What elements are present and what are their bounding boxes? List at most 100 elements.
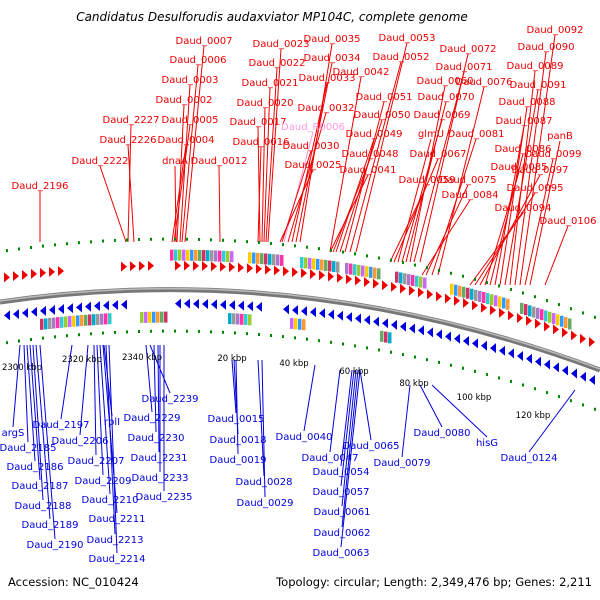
- forward-gene-block: [300, 257, 304, 268]
- inner-tick: [162, 329, 164, 333]
- outer-tick: [450, 271, 452, 275]
- inner-tick: [66, 334, 68, 338]
- inner-tick: [222, 330, 224, 334]
- reverse-gene-block: [236, 313, 240, 325]
- tick-label-120-kbp: 120 kbp: [516, 411, 551, 421]
- inner-tick: [402, 353, 404, 357]
- forward-gene-block: [482, 291, 486, 303]
- forward-gene-arrow: [427, 289, 433, 300]
- forward-leader-daud-2226: [127, 144, 135, 243]
- forward-leader-daud-0067: [393, 158, 439, 263]
- forward-gene-block: [395, 271, 399, 283]
- forward-label-daud-0025: Daud_0025: [285, 160, 342, 171]
- reverse-gene-block: [140, 311, 144, 323]
- forward-label-daud-0007: Daud_0007: [176, 36, 233, 47]
- forward-gene-block: [470, 288, 474, 300]
- forward-gene-arrow: [175, 260, 181, 271]
- reverse-gene-arrow: [472, 338, 478, 349]
- forward-label-daud-0034: Daud_0034: [304, 53, 361, 64]
- tick-label-40-kbp: 40 kbp: [279, 359, 308, 369]
- forward-label-daud-0048: Daud_0048: [342, 149, 399, 160]
- reverse-label-daud-2231: Daud_2231: [131, 453, 188, 464]
- forward-gene-block: [528, 305, 532, 317]
- reverse-gene-block: [244, 314, 248, 326]
- forward-label-glmu: glmU: [418, 129, 444, 140]
- forward-gene-block: [324, 259, 328, 271]
- forward-gene-arrow: [31, 268, 37, 279]
- reverse-gene-block: [144, 311, 148, 323]
- gene-tracks: [4, 249, 595, 385]
- forward-gene-block: [182, 249, 186, 261]
- reverse-gene-arrow: [40, 305, 46, 316]
- reverse-leader-daud-0040: [303, 364, 316, 432]
- forward-label-daud-0089: Daud_0089: [507, 61, 564, 72]
- forward-gene-block: [198, 249, 202, 261]
- reverse-gene-arrow: [4, 310, 10, 321]
- forward-label-dnaa: dnaA: [162, 156, 188, 167]
- outer-tick: [426, 266, 428, 270]
- forward-gene-block: [548, 311, 552, 323]
- forward-gene-arrow: [346, 274, 352, 285]
- reverse-gene-arrow: [211, 299, 217, 310]
- reverse-gene-arrow: [526, 353, 532, 364]
- forward-gene-arrow: [445, 293, 451, 304]
- reverse-label-daud-0028: Daud_0028: [236, 477, 293, 488]
- reverse-label-daud-0065: Daud_0065: [343, 441, 400, 452]
- forward-gene-block: [328, 260, 332, 272]
- forward-label-daud-0020: Daud_0020: [237, 98, 294, 109]
- inner-tick: [42, 336, 44, 340]
- inner-tick: [414, 355, 416, 359]
- reverse-gene-arrow: [481, 340, 487, 351]
- forward-label-daud-0097: Daud_0097: [512, 165, 569, 176]
- forward-gene-block: [226, 250, 230, 262]
- reverse-label-lines: [12, 344, 576, 554]
- reverse-label-daud-2185: Daud_2185: [0, 443, 56, 454]
- outer-tick: [126, 238, 128, 242]
- reverse-gene-block: [302, 319, 306, 331]
- forward-gene-arrow: [454, 295, 460, 306]
- inner-tick: [138, 330, 140, 334]
- reverse-label-daud-2229: Daud_2229: [124, 413, 181, 424]
- forward-label-daud-0084: Daud_0084: [442, 190, 499, 201]
- forward-label-daud-0049: Daud_0049: [346, 129, 403, 140]
- forward-gene-arrow: [391, 281, 397, 292]
- reverse-leader-hisg: [431, 384, 488, 438]
- forward-gene-block: [540, 309, 544, 321]
- inner-tick: [354, 344, 356, 348]
- outer-tick: [402, 261, 404, 265]
- forward-gene-block: [252, 252, 256, 264]
- forward-label-daud-0052: Daud_0052: [373, 52, 430, 63]
- reverse-leader-daud-2206: [79, 344, 89, 436]
- forward-gene-arrow: [472, 300, 478, 311]
- inner-tick: [210, 330, 212, 334]
- inner-tick: [30, 337, 32, 341]
- inner-tick: [258, 333, 260, 337]
- forward-label-daud-0075: Daud_0075: [440, 175, 497, 186]
- forward-gene-block: [369, 266, 373, 278]
- forward-label-daud-0042: Daud_0042: [333, 67, 390, 78]
- reverse-gene-arrow: [184, 298, 190, 309]
- forward-gene-arrow: [184, 260, 190, 271]
- forward-leader-daud-0041: [329, 174, 369, 253]
- forward-leader-daud-0048: [332, 158, 371, 253]
- forward-label-daud-0087: Daud_0087: [496, 116, 553, 127]
- outer-tick: [78, 241, 80, 245]
- forward-label-panb: panB: [547, 131, 573, 142]
- reverse-leader-daud-2190: [39, 344, 56, 540]
- inner-tick: [126, 330, 128, 334]
- outer-tick: [582, 311, 584, 315]
- forward-gene-block: [450, 283, 454, 295]
- forward-gene-block: [556, 314, 560, 326]
- forward-label-daud-0053: Daud_0053: [379, 33, 436, 44]
- forward-gene-arrow: [553, 324, 559, 335]
- forward-gene-block: [202, 250, 206, 262]
- forward-label-daud-0088: Daud_0088: [499, 97, 556, 108]
- tick-labels: 2300 kbp 2320 kbp 2340 kbp 20 kbp 40 kbp 60 k…: [2, 353, 550, 421]
- tick-label-2300-kbp: 2300 kbp: [2, 363, 42, 373]
- reverse-label-daud-2214: Daud_2214: [89, 554, 146, 565]
- forward-gene-arrow: [130, 261, 136, 272]
- forward-gene-block: [272, 254, 276, 266]
- reverse-label-daud-2190: Daud_2190: [27, 540, 84, 551]
- forward-gene-block: [552, 313, 556, 325]
- forward-gene-arrow: [418, 287, 424, 298]
